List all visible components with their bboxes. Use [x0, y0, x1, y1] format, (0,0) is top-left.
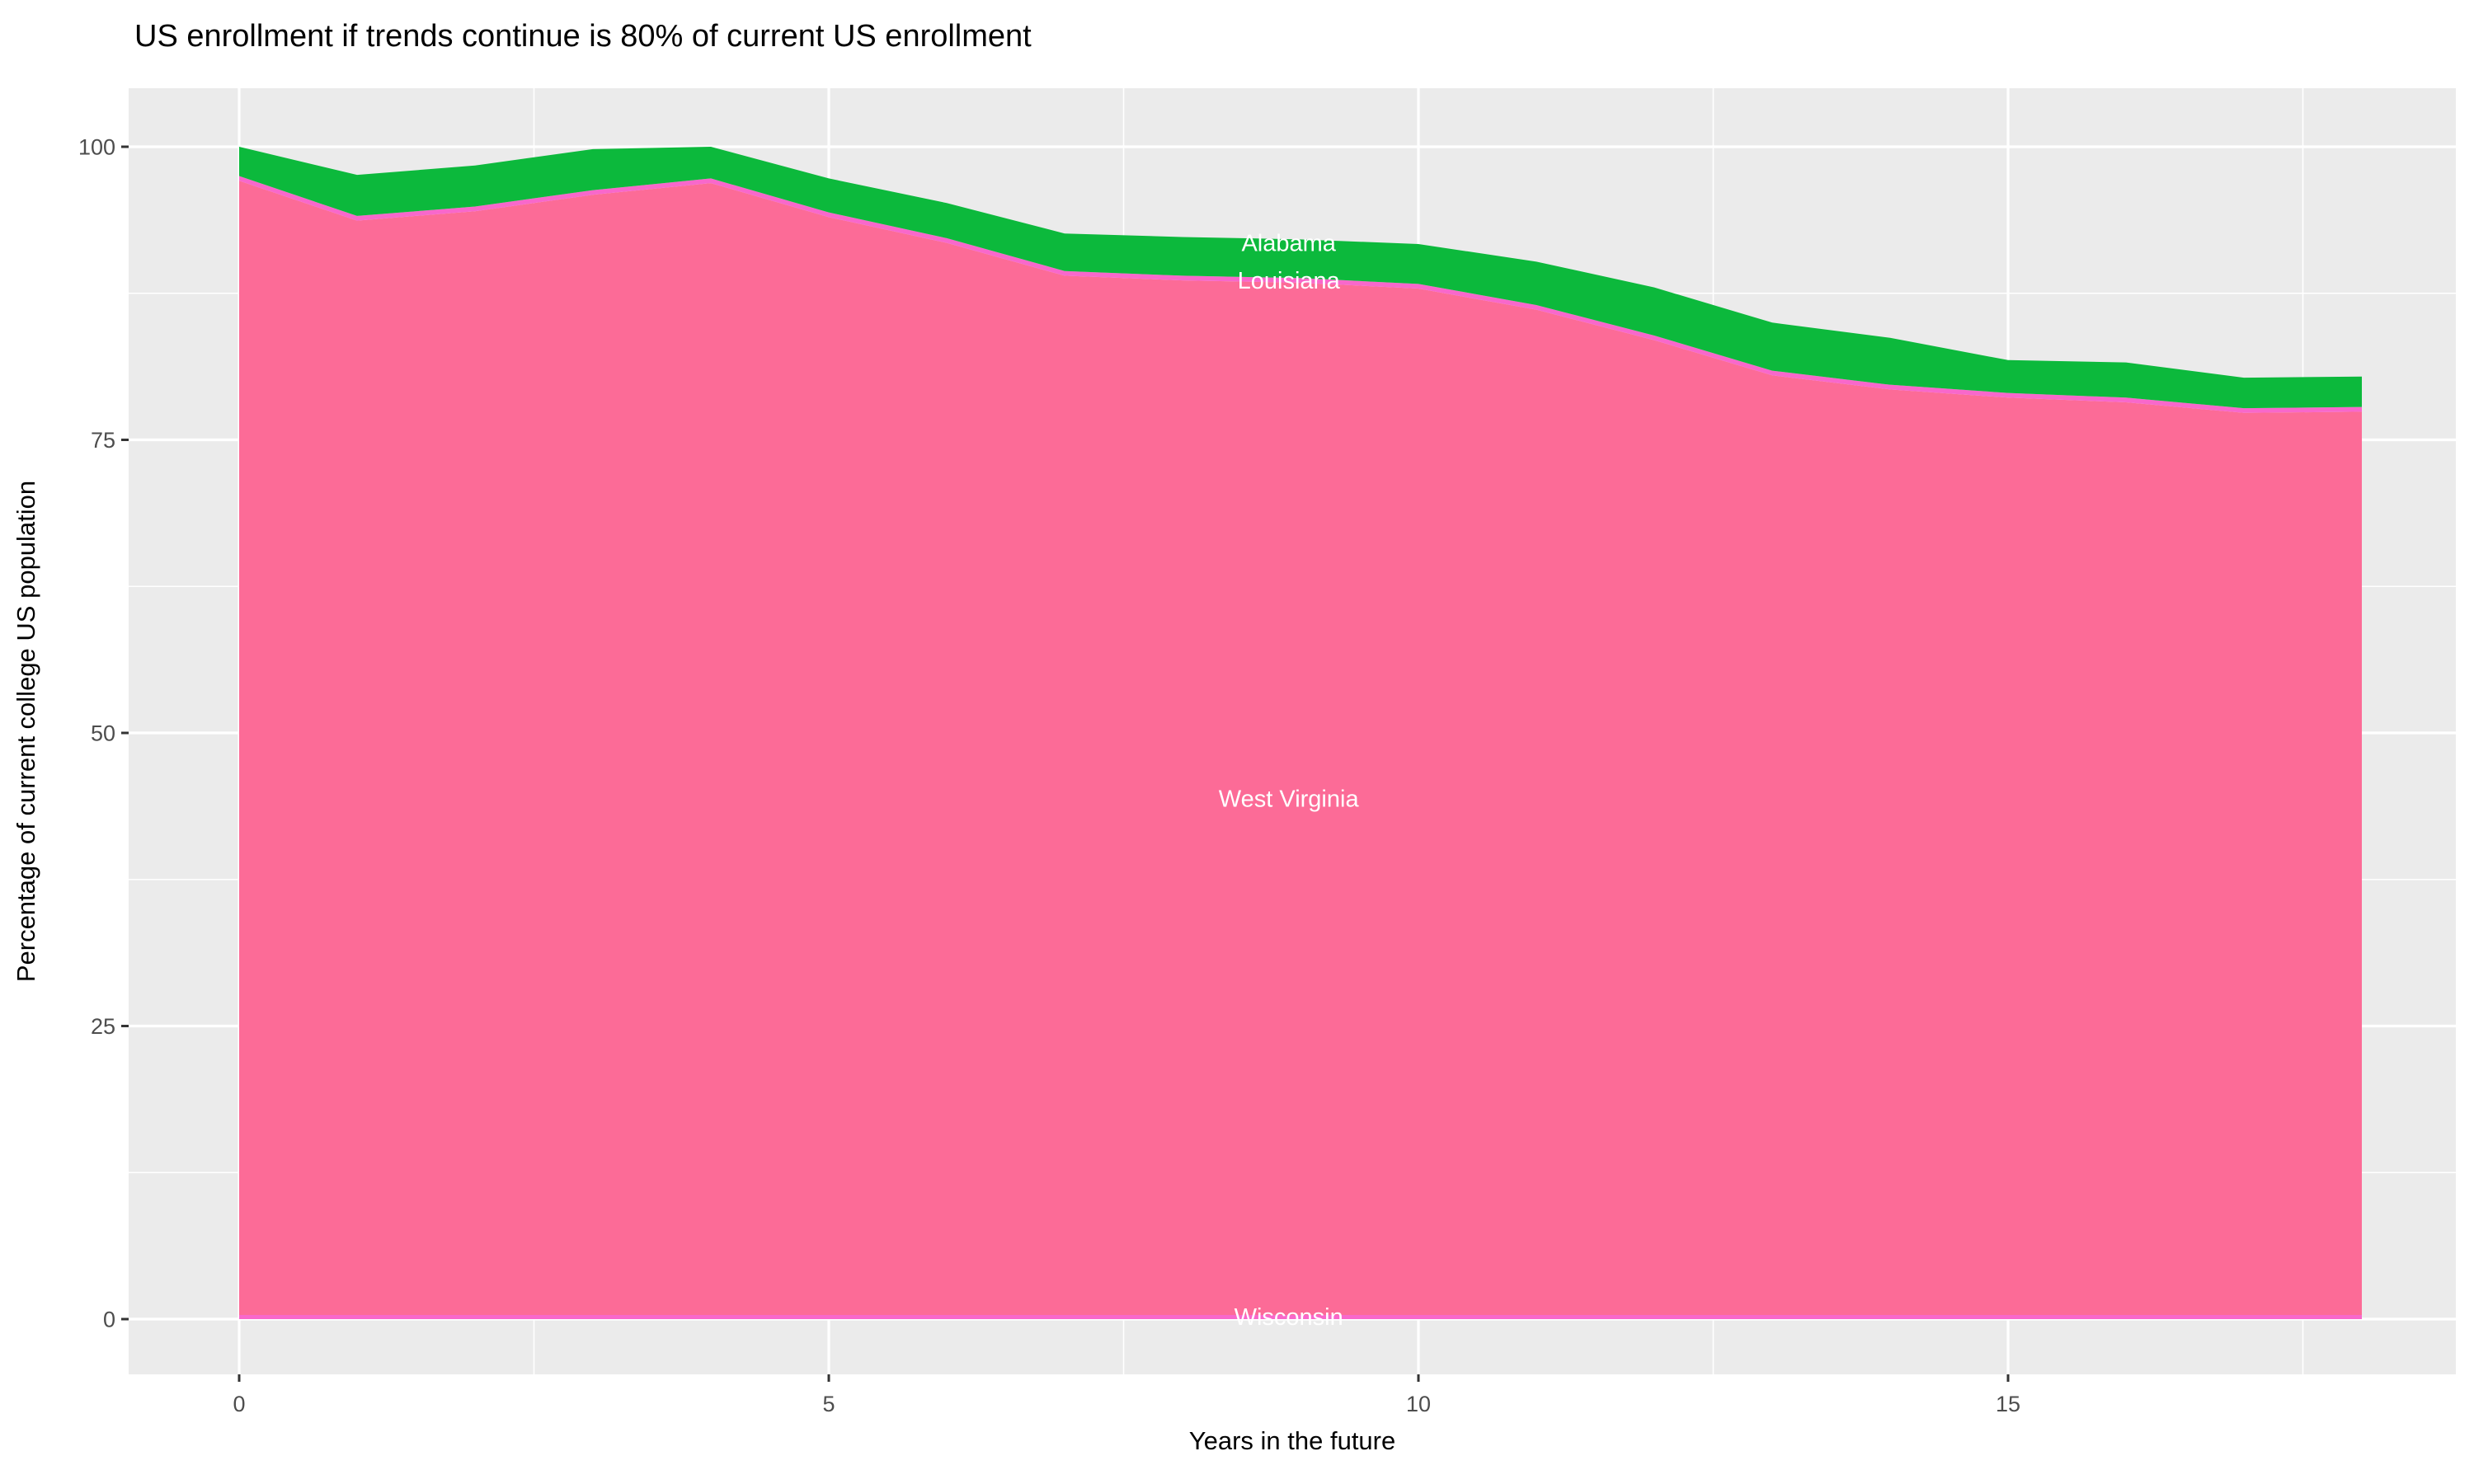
- x-tick-label: 0: [233, 1392, 245, 1416]
- stacked-areas: [239, 147, 2362, 1319]
- area-wisconsin: [239, 1315, 2362, 1319]
- plot-title: US enrollment if trends continue is 80% …: [134, 19, 1032, 54]
- area-west-virginia: [239, 181, 2362, 1316]
- y-tick-label: 75: [91, 428, 115, 453]
- area-labels: Wisconsin West Virginia Louisiana Alabama: [1219, 231, 1360, 1331]
- y-axis-title: Percentage of current college US populat…: [12, 481, 40, 982]
- area-alabama: [239, 147, 2362, 409]
- x-axis-title: Years in the future: [1189, 1426, 1395, 1455]
- y-tick-label: 100: [78, 135, 115, 160]
- y-tick-label: 25: [91, 1014, 115, 1039]
- x-tick-label: 10: [1406, 1392, 1431, 1416]
- y-tick-label: 0: [103, 1308, 115, 1332]
- area-label-wisconsin: Wisconsin: [1235, 1304, 1343, 1331]
- axis-tick-marks: [121, 145, 2010, 1382]
- x-tick-label: 5: [822, 1392, 835, 1416]
- area-label-west-virginia: West Virginia: [1219, 787, 1360, 813]
- area-label-alabama: Alabama: [1241, 231, 1336, 257]
- axis-tick-labels: 0 5 10 15 0 25 50 75 100: [78, 135, 2020, 1417]
- area-label-louisiana: Louisiana: [1238, 268, 1341, 294]
- y-tick-label: 50: [91, 721, 115, 746]
- x-tick-label: 15: [1996, 1392, 2020, 1416]
